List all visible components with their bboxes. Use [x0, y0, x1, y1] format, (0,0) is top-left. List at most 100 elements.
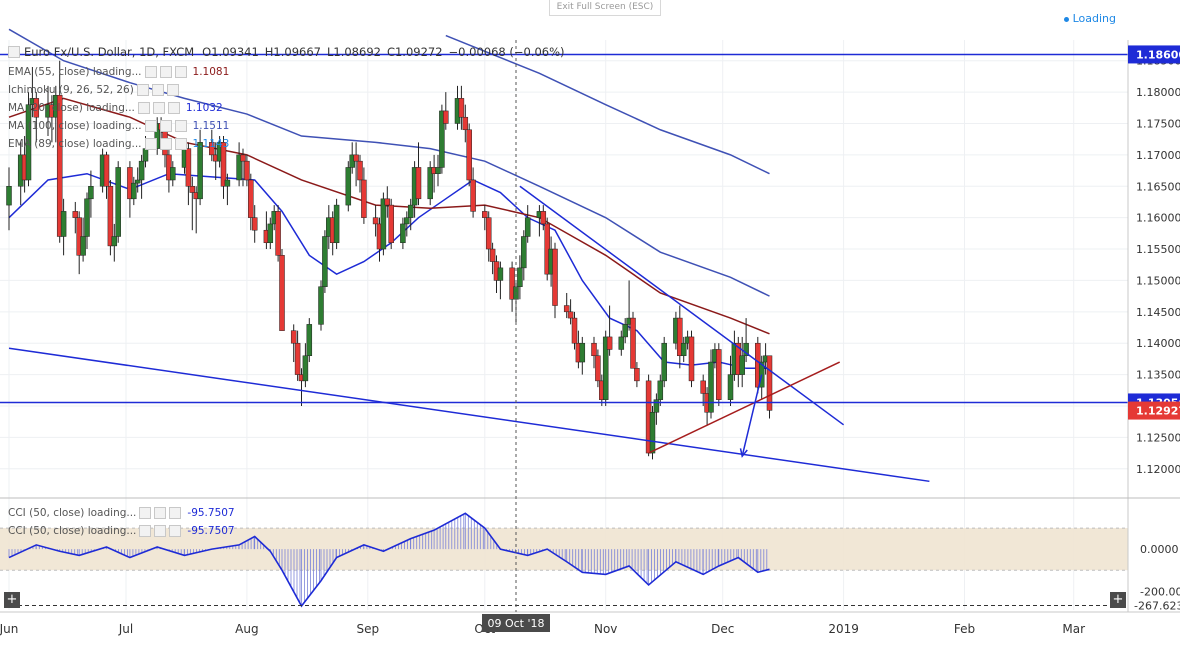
candle-body[interactable] — [622, 324, 628, 338]
candle-body[interactable] — [318, 286, 324, 325]
candle-body[interactable] — [700, 380, 706, 394]
cci-legend-row-2[interactable]: CCI (50, close) loading... -95.7507 — [8, 523, 235, 539]
add-right-button[interactable]: + — [1110, 592, 1126, 608]
eye-icon[interactable] — [144, 138, 157, 150]
long-support-trendline[interactable] — [8, 347, 930, 483]
candle-body[interactable] — [306, 324, 313, 357]
candle-body[interactable] — [766, 355, 773, 411]
candle-body[interactable] — [103, 154, 110, 187]
candle-body[interactable] — [400, 223, 406, 244]
candle-body[interactable] — [739, 355, 745, 375]
trendline-drawings[interactable] — [0, 53, 1128, 483]
candle-body[interactable] — [251, 217, 258, 231]
candle-body[interactable] — [716, 349, 722, 400]
indicator-row-ema55[interactable]: EMA (55, close) loading... 1.1081 — [8, 64, 229, 80]
exit-fullscreen-button[interactable]: Exit Full Screen (ESC) — [549, 0, 661, 16]
candle-body[interactable] — [345, 167, 352, 206]
candle-body[interactable] — [571, 317, 578, 344]
candle-body[interactable] — [758, 361, 765, 388]
candle-body[interactable] — [618, 336, 625, 350]
candle-body[interactable] — [509, 267, 515, 300]
settings-icon[interactable] — [159, 120, 172, 132]
candle-body[interactable] — [189, 186, 196, 193]
candle-body[interactable] — [439, 110, 445, 168]
candle-body[interactable] — [634, 368, 640, 382]
candle-body[interactable] — [427, 167, 433, 200]
cci-legend-row-1[interactable]: CCI (50, close) loading... -95.7507 — [8, 505, 235, 521]
candle-body[interactable] — [653, 399, 660, 413]
candle-body[interactable] — [482, 211, 488, 218]
candle-body[interactable] — [380, 198, 387, 250]
delete-icon[interactable] — [174, 138, 187, 150]
candle-body[interactable] — [602, 336, 609, 400]
candle-body[interactable] — [489, 248, 496, 262]
candle-body[interactable] — [743, 342, 749, 357]
candle-body[interactable] — [595, 355, 601, 382]
settings-icon[interactable] — [159, 66, 172, 78]
candle-body[interactable] — [72, 211, 79, 218]
candle-body[interactable] — [115, 167, 121, 237]
eye-icon[interactable] — [144, 66, 157, 78]
candle-body[interactable] — [727, 374, 734, 400]
candle-body[interactable] — [131, 182, 137, 200]
eye-icon[interactable] — [144, 120, 157, 132]
candle-body[interactable] — [322, 236, 328, 287]
candle-body[interactable] — [606, 336, 613, 350]
add-left-button[interactable]: + — [4, 592, 20, 608]
candle-body[interactable] — [649, 412, 656, 454]
candle-body[interactable] — [290, 330, 297, 344]
candle-body[interactable] — [244, 160, 250, 181]
collapse-icon[interactable] — [8, 46, 20, 58]
candle-body[interactable] — [33, 98, 40, 118]
candle-body[interactable] — [407, 204, 414, 218]
indicator-row-ema89[interactable]: EMA (89, close) loading... 1.1143 — [8, 136, 229, 152]
candle-body[interactable] — [333, 204, 340, 244]
cci-pane[interactable] — [0, 512, 1128, 608]
candle-body[interactable] — [107, 186, 114, 247]
candle-body[interactable] — [708, 361, 714, 413]
candle-body[interactable] — [404, 217, 410, 225]
eye-icon[interactable] — [139, 525, 152, 537]
delete-icon[interactable] — [174, 66, 187, 78]
candle-body[interactable] — [372, 217, 379, 225]
eye-icon[interactable] — [137, 102, 150, 114]
candle-body[interactable] — [680, 342, 687, 357]
settings-icon[interactable] — [151, 84, 164, 96]
candle-body[interactable] — [56, 94, 63, 237]
candle-body[interactable] — [88, 186, 94, 200]
rising-support-trendline[interactable] — [648, 361, 841, 454]
candle-body[interactable] — [567, 311, 574, 319]
candle-body[interactable] — [236, 154, 242, 181]
candle-body[interactable] — [466, 129, 472, 181]
candle-body[interactable] — [154, 123, 160, 149]
candle-body[interactable] — [60, 211, 67, 237]
candle-body[interactable] — [517, 267, 523, 287]
candle-body[interactable] — [388, 204, 394, 244]
candle-body[interactable] — [279, 255, 285, 331]
candle-body[interactable] — [443, 110, 449, 124]
indicator-row-ma100[interactable]: MA (100, close) loading... 1.1511 — [8, 118, 229, 134]
candle-body[interactable] — [661, 342, 667, 382]
candle-body[interactable] — [248, 179, 254, 218]
candle-body[interactable] — [111, 236, 118, 247]
settings-icon[interactable] — [154, 525, 167, 537]
candle-body[interactable] — [591, 342, 597, 357]
candle-body[interactable] — [275, 211, 281, 256]
projection-arrow[interactable] — [741, 374, 763, 457]
candle-body[interactable] — [138, 160, 145, 181]
candle-body[interactable] — [552, 248, 558, 306]
eye-icon[interactable] — [139, 507, 152, 519]
candle-body[interactable] — [185, 148, 192, 187]
candle-body[interactable] — [521, 236, 527, 269]
indicator-row-ma20[interactable]: MA (20, close) loading... 1.1032 — [8, 100, 223, 116]
settings-icon[interactable] — [159, 138, 172, 150]
cci-line[interactable] — [8, 512, 770, 608]
candle-body[interactable] — [302, 355, 309, 382]
candle-body[interactable] — [84, 198, 90, 237]
candle-body[interactable] — [25, 104, 32, 181]
candle-body[interactable] — [134, 179, 141, 184]
candle-body[interactable] — [657, 380, 664, 400]
eye-icon[interactable] — [136, 84, 149, 96]
candle-body[interactable] — [294, 342, 301, 375]
candle-body[interactable] — [209, 142, 215, 156]
